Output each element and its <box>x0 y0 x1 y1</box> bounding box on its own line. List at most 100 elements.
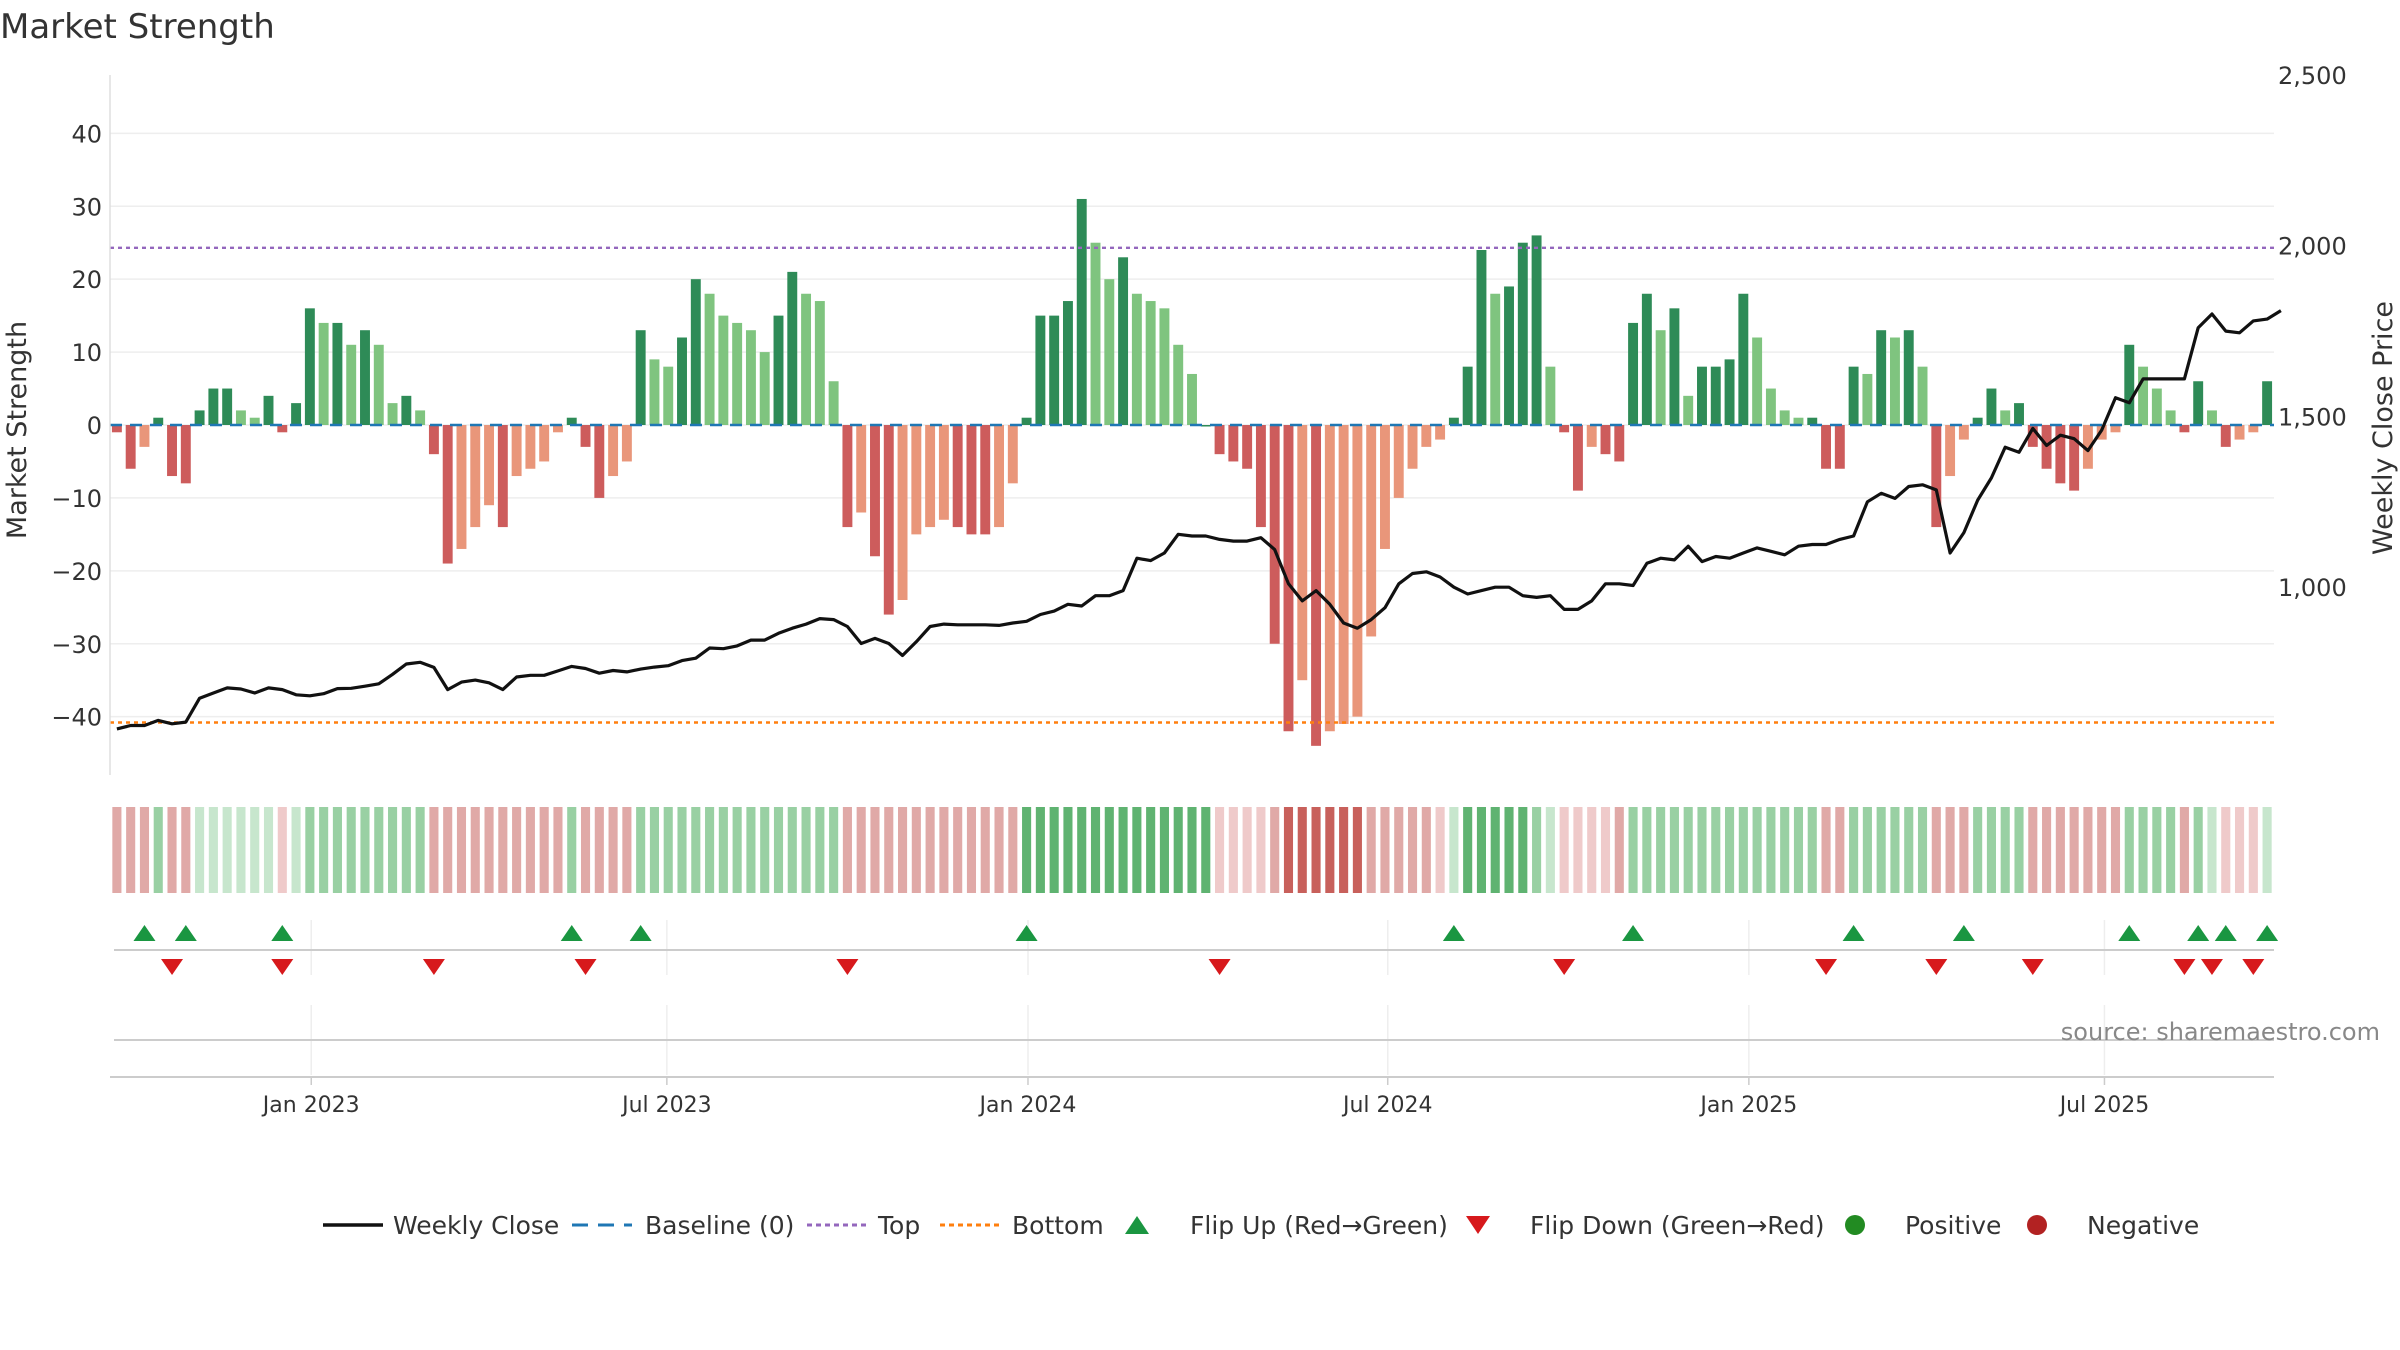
strength-bar <box>139 425 150 447</box>
strength-bar <box>2234 425 2245 440</box>
strength-bar <box>1531 235 1542 425</box>
strength-bar <box>1821 425 1832 469</box>
strength-bar <box>1118 257 1129 425</box>
heat-cell <box>925 807 935 893</box>
y2-tick-label: 1,000 <box>2278 574 2347 602</box>
strength-bar <box>1283 425 1294 732</box>
source-label: source: sharemaestro.com <box>2061 1018 2380 1046</box>
heat-cell <box>980 807 990 893</box>
heat-cell <box>773 807 784 893</box>
heat-cell <box>1945 807 1955 893</box>
strength-bar <box>346 344 357 425</box>
strength-bar <box>2110 425 2121 433</box>
flip-down-marker <box>2173 959 2196 975</box>
heat-cell <box>2152 807 2162 893</box>
heat-cell <box>594 807 604 893</box>
strength-bar <box>456 425 467 549</box>
heat-cell <box>567 807 577 893</box>
heat-cell <box>388 807 398 893</box>
weekly-close-line <box>116 309 2282 731</box>
strength-bar <box>897 425 908 600</box>
strength-bar <box>1145 301 1156 425</box>
strength-bar <box>856 425 867 513</box>
strength-bar <box>111 425 122 433</box>
strength-bar <box>1214 425 1225 455</box>
strength-bar <box>539 425 550 462</box>
heat-cell <box>1352 807 1362 893</box>
heat-cell <box>1407 807 1418 893</box>
heat-cell <box>1876 807 1886 893</box>
strength-bar <box>442 425 453 564</box>
strength-bar <box>566 417 577 425</box>
heat-cell <box>2014 807 2024 893</box>
flip-down-marker <box>1815 959 1838 975</box>
strength-bar <box>966 425 977 535</box>
flip-up-marker <box>1622 925 1645 941</box>
flip-up-marker <box>1015 925 1038 941</box>
heat-cell <box>1518 807 1528 893</box>
heat-cell <box>580 807 591 893</box>
strength-bar <box>621 425 632 462</box>
heat-cell <box>1201 807 1211 893</box>
heat-cell <box>2028 807 2038 893</box>
strength-bar <box>1393 425 1404 498</box>
strength-bar <box>1021 417 1032 425</box>
heat-cell <box>1780 807 1790 893</box>
strength-bar <box>2179 425 2190 433</box>
strength-bar <box>2165 410 2176 425</box>
flip-down-marker <box>574 959 597 975</box>
heat-cell <box>1697 807 1707 893</box>
strength-bar <box>1572 425 1583 491</box>
y-tick-label: −30 <box>51 631 102 659</box>
strength-bar <box>1269 425 1280 644</box>
y-tick-label: −20 <box>51 558 102 586</box>
strength-bar <box>1697 366 1707 425</box>
strength-bar <box>387 403 398 425</box>
strength-bar <box>552 425 563 433</box>
strength-bar <box>1380 425 1390 549</box>
reference-lines <box>110 246 2274 724</box>
heat-cell <box>1725 807 1735 893</box>
strength-bar <box>994 425 1004 528</box>
y2-tick-label: 2,500 <box>2278 62 2347 90</box>
strength-bar <box>1462 366 1473 425</box>
chart-title: Market Strength <box>0 7 275 47</box>
strength-bar <box>2027 425 2038 447</box>
strength-bar <box>125 425 136 469</box>
strength-bar <box>2082 425 2093 469</box>
strength-bar <box>1131 293 1142 425</box>
heat-cell <box>1656 807 1666 893</box>
y-tick-label: −10 <box>51 485 102 513</box>
heat-cell <box>1394 807 1404 893</box>
legend-label: Top <box>877 1211 920 1240</box>
strength-bar <box>1490 293 1501 425</box>
heat-cell <box>2110 807 2121 893</box>
strength-bar <box>1504 286 1514 425</box>
heat-cell <box>636 807 646 893</box>
heat-cell <box>787 807 797 893</box>
heat-cell <box>1090 807 1101 893</box>
heat-cell <box>2055 807 2065 893</box>
heat-cell <box>305 807 315 893</box>
flip-down-marker <box>161 959 184 975</box>
heat-cell <box>1118 807 1128 893</box>
heat-cell <box>1366 807 1376 893</box>
strength-bar <box>594 425 605 498</box>
strength-bar <box>1090 242 1101 425</box>
heat-cell <box>1049 807 1059 893</box>
heat-cell <box>1573 807 1583 893</box>
strength-bar <box>608 425 619 477</box>
strength-bar <box>2248 425 2259 433</box>
strength-bar <box>2124 344 2135 425</box>
flip-down-marker <box>2200 959 2223 975</box>
strength-bar <box>704 293 715 425</box>
strength-bar <box>2055 425 2066 484</box>
heat-cell <box>470 807 480 893</box>
y-tick-label: 20 <box>71 266 102 294</box>
strength-bar <box>415 410 426 425</box>
strength-bar <box>1200 425 1211 427</box>
heat-cell <box>443 807 453 893</box>
strength-bar <box>1779 410 1790 425</box>
y-tick-label: 10 <box>71 339 102 367</box>
strength-bar <box>1876 330 1887 425</box>
